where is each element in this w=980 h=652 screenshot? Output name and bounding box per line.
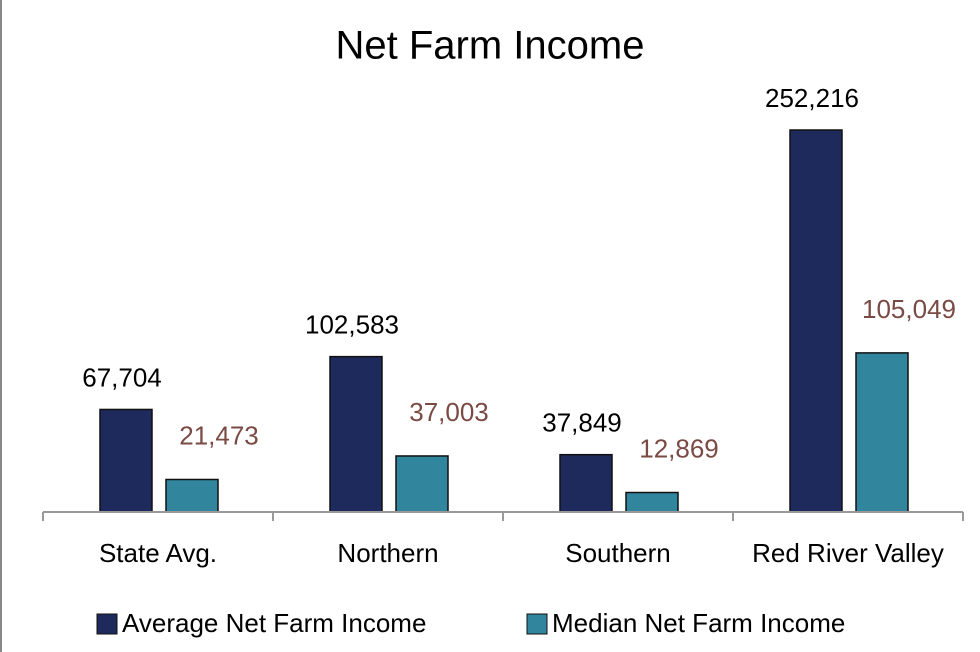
bar	[559, 453, 613, 513]
legend-swatch	[526, 613, 548, 635]
x-tick-label: Northern	[337, 538, 438, 568]
value-label: 21,473	[179, 420, 259, 450]
bar	[165, 478, 219, 513]
bar	[625, 491, 679, 513]
chart-title: Net Farm Income	[336, 24, 645, 68]
bar	[395, 455, 449, 513]
value-label: 102,583	[305, 310, 399, 340]
bar	[789, 129, 843, 513]
legend-label: Median Net Farm Income	[552, 608, 845, 638]
bar	[329, 355, 383, 513]
x-tick-label: Red River Valley	[752, 538, 944, 568]
legend-swatch	[96, 613, 118, 635]
value-label: 12,869	[639, 433, 719, 463]
legend-label: Average Net Farm Income	[122, 608, 426, 638]
x-tick-label: Southern	[565, 538, 671, 568]
x-tick-label: State Avg.	[99, 538, 217, 568]
value-label: 105,049	[862, 294, 956, 324]
value-label: 67,704	[82, 362, 162, 392]
bar	[855, 352, 909, 513]
value-label: 252,216	[765, 83, 859, 113]
value-label: 37,849	[542, 408, 622, 438]
value-label: 37,003	[409, 397, 489, 427]
bar	[99, 408, 153, 513]
